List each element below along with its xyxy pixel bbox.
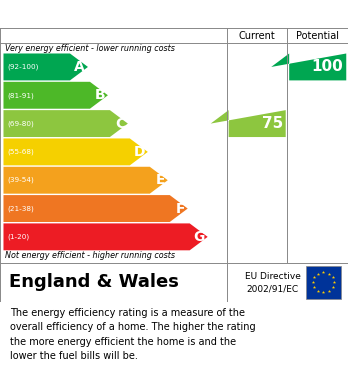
Polygon shape: [3, 195, 188, 222]
Text: C: C: [115, 117, 125, 131]
Text: D: D: [134, 145, 145, 159]
Text: (92-100): (92-100): [7, 64, 38, 70]
Polygon shape: [271, 54, 346, 81]
Text: G: G: [193, 230, 205, 244]
Polygon shape: [3, 223, 208, 250]
Text: (55-68): (55-68): [7, 149, 34, 155]
Text: (1-20): (1-20): [7, 233, 29, 240]
Polygon shape: [3, 138, 148, 165]
Bar: [306, 266, 341, 299]
Text: (39-54): (39-54): [7, 177, 34, 183]
Text: EU Directive: EU Directive: [245, 272, 301, 281]
Text: A: A: [74, 60, 85, 74]
Text: The energy efficiency rating is a measure of the
overall efficiency of a home. T: The energy efficiency rating is a measur…: [10, 308, 256, 361]
Text: Energy Efficiency Rating: Energy Efficiency Rating: [60, 5, 288, 23]
Polygon shape: [211, 110, 286, 137]
Text: England & Wales: England & Wales: [9, 273, 179, 291]
Text: 100: 100: [312, 59, 343, 74]
Text: Very energy efficient - lower running costs: Very energy efficient - lower running co…: [5, 44, 175, 53]
Text: 75: 75: [262, 116, 283, 131]
Polygon shape: [3, 167, 168, 194]
Text: (81-91): (81-91): [7, 92, 34, 99]
Polygon shape: [3, 110, 128, 137]
Text: F: F: [175, 201, 185, 215]
Text: 2002/91/EC: 2002/91/EC: [247, 285, 299, 294]
Text: B: B: [95, 88, 105, 102]
Polygon shape: [3, 54, 88, 81]
Text: (21-38): (21-38): [7, 205, 34, 212]
Text: Current: Current: [239, 31, 276, 41]
Text: (69-80): (69-80): [7, 120, 34, 127]
Text: Not energy efficient - higher running costs: Not energy efficient - higher running co…: [5, 251, 175, 260]
Text: Potential: Potential: [296, 31, 339, 41]
Text: E: E: [156, 173, 165, 187]
Polygon shape: [3, 82, 108, 109]
